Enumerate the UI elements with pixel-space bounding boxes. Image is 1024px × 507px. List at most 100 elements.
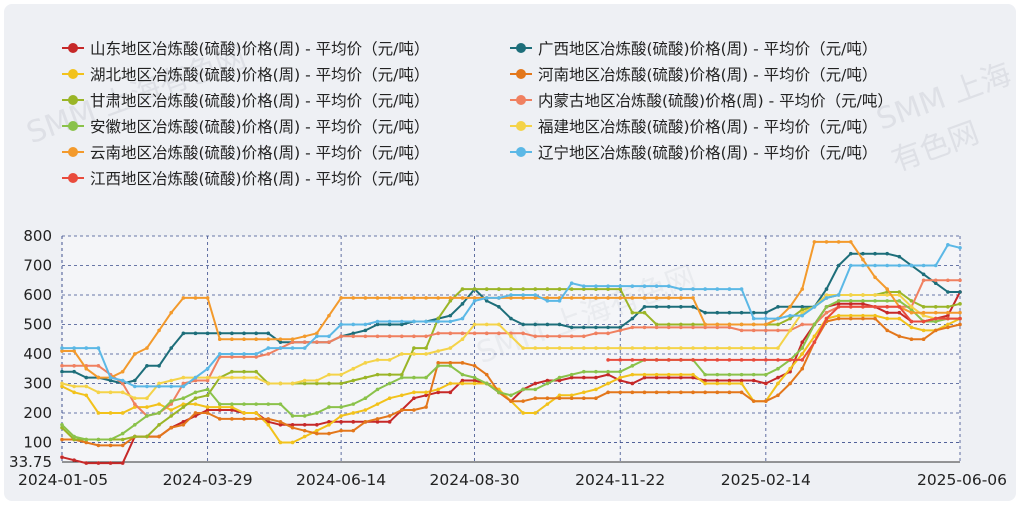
data-point [448,363,453,368]
data-point [363,334,368,339]
data-point [399,393,404,398]
legend-item[interactable]: 湖北地区冶炼酸(硫酸)价格(周) - 平均价（元/吨） [62,62,429,86]
data-point [108,461,113,465]
data-point [424,390,428,395]
data-point [812,340,817,344]
x-tick-label: 2024-06-14 [296,471,386,489]
data-point [375,402,380,406]
data-point [861,293,865,297]
data-point [788,313,792,318]
data-point [909,337,914,342]
legend-item[interactable]: 河南地区冶炼酸(硫酸)价格(周) - 平均价（元/吨） [510,62,877,86]
data-point [509,334,513,339]
data-point [824,287,829,291]
data-point [897,254,902,259]
legend-item[interactable]: 福建地区冶炼酸(硫酸)价格(周) - 平均价（元/吨） [510,114,877,138]
data-point [351,378,356,383]
data-point [315,331,319,336]
data-point [387,414,392,418]
legend-marker-icon [510,146,532,158]
series-7 [60,299,962,442]
data-point [582,390,586,395]
data-point [836,304,841,309]
data-point [290,381,295,386]
data-point [897,334,902,339]
data-point [193,396,198,401]
legend-item[interactable]: 广西地区冶炼酸(硫酸)价格(周) - 平均价（元/吨） [510,36,877,60]
data-point [521,287,525,291]
data-point [909,263,914,268]
data-point [618,375,623,380]
data-point [120,381,125,386]
legend-item[interactable]: 甘肃地区冶炼酸(硫酸)价格(周) - 平均价（元/吨） [62,88,429,112]
legend-marker-icon [510,68,532,80]
data-point [436,319,440,324]
data-point [703,310,707,315]
legend-marker-icon [62,120,84,132]
data-point [181,396,186,401]
data-point [266,337,271,342]
data-point [448,346,453,350]
data-point [448,361,453,365]
data-point [157,411,161,415]
data-point [302,422,307,427]
legend-item[interactable]: 安徽地区冶炼酸(硫酸)价格(周) - 平均价（元/吨） [62,114,429,138]
data-point [958,245,962,250]
legend-item[interactable]: 内蒙古地区冶炼酸(硫酸)价格(周) - 平均价（元/吨） [510,88,893,112]
data-point [873,299,877,303]
data-point [533,411,538,415]
legend-item[interactable]: 云南地区冶炼酸(硫酸)价格(周) - 平均价（元/吨） [62,140,429,164]
data-point [84,346,89,350]
data-point [327,431,331,436]
data-point [836,263,841,268]
data-point [266,422,271,427]
data-point [533,334,538,339]
data-point [800,366,805,371]
data-point [654,325,659,330]
data-point [836,302,841,306]
data-point [764,322,768,327]
data-point [715,322,720,327]
data-point [351,402,356,406]
data-point [521,387,525,392]
data-point [666,358,671,362]
data-point [545,402,550,406]
data-point [800,307,805,312]
data-point [521,322,525,327]
data-point [339,381,343,386]
data-point [460,372,465,377]
data-point [484,381,489,386]
data-point [96,363,101,368]
series-11 [606,304,962,362]
data-point [703,287,707,291]
data-point [60,346,64,350]
legend-item[interactable]: 山东地区冶炼酸(硫酸)价格(周) - 平均价（元/吨） [62,36,429,60]
data-point [800,304,805,309]
data-point [642,325,647,330]
data-point [120,437,125,442]
data-point [909,319,914,324]
legend-marker-icon [62,42,84,54]
data-point [460,378,465,383]
data-point [533,296,538,300]
data-point [412,375,416,380]
data-point [484,299,489,303]
legend-item[interactable]: 江西地区冶炼酸(硫酸)价格(周) - 平均价（元/吨） [62,166,429,190]
data-point [861,316,865,321]
data-point [594,387,598,392]
data-point [108,411,113,415]
data-point [387,396,392,401]
data-point [606,284,610,288]
data-point [387,319,392,324]
data-point [169,346,174,350]
data-point [654,372,659,377]
data-point [630,296,635,300]
data-point [594,325,598,330]
data-point [569,281,574,285]
legend-item[interactable]: 辽宁地区冶炼酸(硫酸)价格(周) - 平均价（元/吨） [510,140,877,164]
legend-marker-icon [62,172,84,184]
data-point [776,393,780,398]
data-point [315,334,319,339]
data-point [666,304,671,309]
data-point [363,296,368,300]
